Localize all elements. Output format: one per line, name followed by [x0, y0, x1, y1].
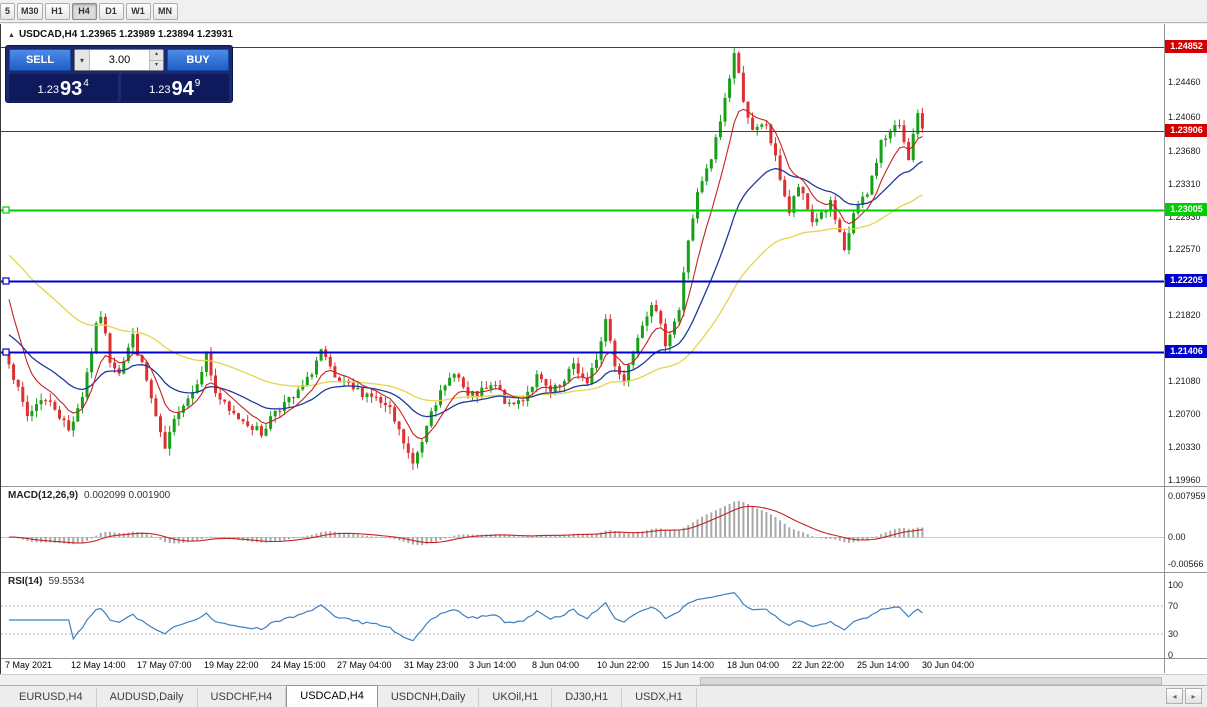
- price-line-badge: 1.24852: [1165, 40, 1207, 54]
- horizontal-scrollbar[interactable]: [0, 674, 1207, 685]
- sell-price[interactable]: 1.23 93 4: [9, 74, 118, 101]
- timeframe-button-h4[interactable]: H4: [71, 2, 97, 20]
- buy-button[interactable]: BUY: [167, 49, 229, 71]
- time-axis-label: 27 May 04:00: [337, 660, 392, 670]
- time-axis-label: 8 Jun 04:00: [532, 660, 580, 670]
- sell-button[interactable]: SELL: [9, 49, 71, 71]
- macd-scale-label: 0.00: [1168, 532, 1186, 542]
- chart-tab-usdcad[interactable]: USDCAD,H4: [286, 685, 378, 707]
- chart-tab-dj30[interactable]: DJ30,H1: [552, 688, 623, 707]
- time-axis-label: 25 Jun 14:00: [857, 660, 910, 670]
- volume-input[interactable]: 3.00: [108, 54, 131, 66]
- macd-values: 0.002099 0.001900: [84, 490, 171, 501]
- tab-scroll-left-icon[interactable]: ◂: [1166, 688, 1183, 704]
- chart-tab-ukoil[interactable]: UKOil,H1: [479, 688, 553, 707]
- time-axis-label: 19 May 22:00: [204, 660, 259, 670]
- timeframe-button-m30[interactable]: M30: [17, 2, 43, 20]
- chart-tab-usdchf[interactable]: USDCHF,H4: [198, 688, 287, 707]
- tab-scroll-right-icon[interactable]: ▸: [1185, 688, 1202, 704]
- plot-area[interactable]: ▲ USDCAD,H4 1.23965 1.23989 1.23894 1.239…: [1, 24, 1164, 673]
- time-axis-label: 24 May 15:00: [271, 660, 326, 670]
- chart-tab-eurusd[interactable]: EURUSD,H4: [6, 688, 97, 707]
- macd-label: MACD(12,26,9) 0.002099 0.001900: [8, 490, 170, 501]
- timeframe-button-d1[interactable]: D1: [98, 2, 124, 20]
- y-axis-label: 1.23310: [1168, 178, 1201, 189]
- rsi-scale-label: 0: [1168, 650, 1174, 660]
- time-axis-label: 10 Jun 22:00: [597, 660, 650, 670]
- price-axis[interactable]: 1.24460 1.24060 1.23680 1.23310 1.22930 1.225…: [1164, 24, 1207, 673]
- timeframe-button-5[interactable]: 5: [0, 2, 15, 20]
- y-axis-label: 1.22570: [1168, 243, 1201, 254]
- y-axis-label: 1.21820: [1168, 310, 1201, 321]
- chart-tab-usdx[interactable]: USDX,H1: [622, 688, 697, 707]
- volume-increase-button[interactable]: ▴: [150, 50, 163, 61]
- y-axis-label: 1.23680: [1168, 145, 1201, 156]
- one-click-trading-panel: SELL ▾ 3.00 ▴ ▾ BUY 1.23 93 4: [5, 45, 233, 103]
- chart-tabs-bar: EURUSD,H4 AUDUSD,Daily USDCHF,H4 USDCAD,H4 U…: [0, 685, 1207, 707]
- chart-window: ▲ USDCAD,H4 1.23965 1.23989 1.23894 1.239…: [0, 24, 1207, 674]
- rsi-name: RSI(14): [8, 576, 43, 587]
- y-axis-label: 1.22930: [1168, 212, 1201, 223]
- collapse-icon[interactable]: ▲: [8, 32, 15, 39]
- price-line-badge: 1.21406: [1165, 345, 1207, 358]
- rsi-scale-label: 100: [1168, 580, 1184, 590]
- panel-divider: [1, 658, 1207, 659]
- scrollbar-thumb[interactable]: [700, 677, 1162, 685]
- y-axis-label: 1.20330: [1168, 442, 1201, 453]
- time-axis-label: 17 May 07:00: [137, 660, 192, 670]
- price-chart-svg[interactable]: [1, 24, 1164, 673]
- volume-dropdown-icon[interactable]: ▾: [75, 50, 90, 70]
- macd-scale-label: 0.007959: [1168, 491, 1206, 501]
- price-line-badge: 1.22205: [1165, 274, 1207, 288]
- time-axis-label: 12 May 14:00: [71, 660, 126, 670]
- time-axis-label: 7 May 2021: [5, 660, 53, 670]
- time-axis-label: 18 Jun 04:00: [727, 660, 780, 670]
- time-axis-label: 15 Jun 14:00: [662, 660, 715, 670]
- y-axis-label: 1.21080: [1168, 375, 1201, 386]
- volume-decrease-button[interactable]: ▾: [150, 60, 163, 70]
- timeframe-toolbar: 5 M30 H1 H4 D1 W1 MN: [0, 0, 1207, 23]
- y-axis-label: 1.20700: [1168, 409, 1201, 420]
- timeframe-button-mn[interactable]: MN: [152, 2, 178, 20]
- y-axis-label: 1.24460: [1168, 76, 1201, 87]
- timeframe-button-h1[interactable]: H1: [44, 2, 70, 20]
- price-line-badge: 1.23906: [1165, 123, 1207, 137]
- timeframe-button-w1[interactable]: W1: [125, 2, 151, 20]
- macd-scale-label: -0.00566: [1168, 559, 1204, 569]
- panel-divider[interactable]: [1, 486, 1207, 487]
- tab-scroll-buttons: ◂ ▸: [1166, 688, 1207, 707]
- y-axis-label: 1.19960: [1168, 474, 1201, 485]
- chart-tab-audusd[interactable]: AUDUSD,Daily: [97, 688, 198, 707]
- time-axis-label: 31 May 23:00: [404, 660, 459, 670]
- y-axis-label: 1.24060: [1168, 112, 1201, 123]
- time-axis-label: 30 Jun 04:00: [922, 660, 975, 670]
- rsi-scale-label: 30: [1168, 629, 1179, 639]
- chart-tabs: EURUSD,H4 AUDUSD,Daily USDCHF,H4 USDCAD,H4 U…: [0, 685, 697, 707]
- chart-tab-usdcnh[interactable]: USDCNH,Daily: [378, 688, 480, 707]
- rsi-scale-label: 70: [1168, 601, 1179, 611]
- rsi-value: 59.5534: [48, 576, 85, 587]
- price-line-badge: 1.23005: [1165, 203, 1207, 217]
- volume-control: ▾ 3.00 ▴ ▾: [74, 49, 164, 71]
- time-axis-label: 3 Jun 14:00: [469, 660, 517, 670]
- macd-name: MACD(12,26,9): [8, 490, 79, 501]
- panel-divider[interactable]: [1, 572, 1207, 573]
- rsi-label: RSI(14) 59.5534: [8, 576, 85, 587]
- symbol-header-text: USDCAD,H4 1.23965 1.23989 1.23894 1.2393…: [18, 29, 233, 40]
- symbol-header: ▲ USDCAD,H4 1.23965 1.23989 1.23894 1.239…: [8, 29, 233, 40]
- time-axis-label: 22 Jun 22:00: [792, 660, 845, 670]
- buy-price[interactable]: 1.23 94 9: [120, 74, 229, 101]
